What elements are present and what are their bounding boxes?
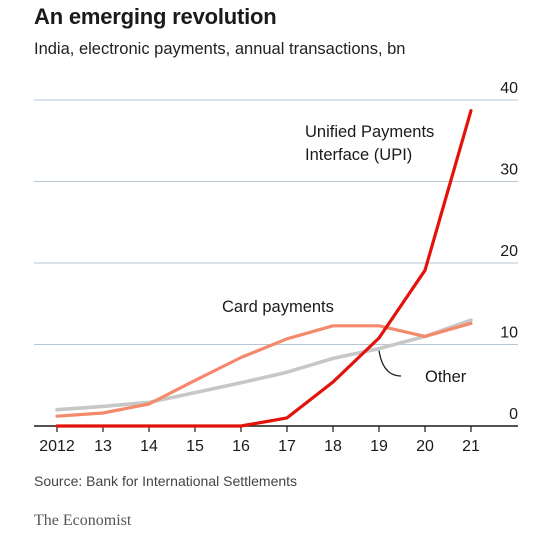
series-label-other: Other: [425, 368, 467, 386]
y-tick-label-20: 20: [500, 243, 518, 260]
x-tick-label-2017: 17: [278, 438, 296, 455]
x-tick-label-2019: 19: [370, 438, 388, 455]
y-tick-label-40: 40: [500, 80, 518, 97]
series-label-card: Card payments: [222, 298, 334, 316]
y-tick-label-30: 30: [500, 162, 518, 179]
series-line-other: [55, 318, 473, 412]
x-tick-label-2020: 20: [416, 438, 434, 455]
x-tick-label-2014: 14: [140, 438, 158, 455]
y-tick-label-10: 10: [500, 325, 518, 342]
series-label-upi-line-2: Interface (UPI): [305, 146, 412, 164]
x-tick-label-2012: 2012: [39, 438, 75, 455]
series-label-other-leader: [378, 350, 402, 377]
publisher-logo: The Economist: [34, 512, 132, 529]
x-tick-label-2018: 18: [324, 438, 342, 455]
series-line-card: [55, 321, 473, 418]
series-line-upi: [55, 109, 473, 428]
line-chart: 0 10 20 30 40 2012 13 14 15 16 17 18 19 20 21 Unified P…: [34, 80, 518, 455]
y-tick-label-0: 0: [509, 406, 518, 423]
x-tick-label-2013: 13: [94, 438, 112, 455]
series-label-upi-line-1: Unified Payments: [305, 123, 434, 141]
x-tick-label-2015: 15: [186, 438, 204, 455]
source-note: Source: Bank for International Settlemen…: [34, 473, 298, 489]
x-tick-label-2021: 21: [462, 438, 480, 455]
x-tick-label-2016: 16: [232, 438, 250, 455]
chart-title: An emerging revolution: [34, 4, 277, 29]
chart-subtitle: India, electronic payments, annual trans…: [34, 40, 406, 58]
